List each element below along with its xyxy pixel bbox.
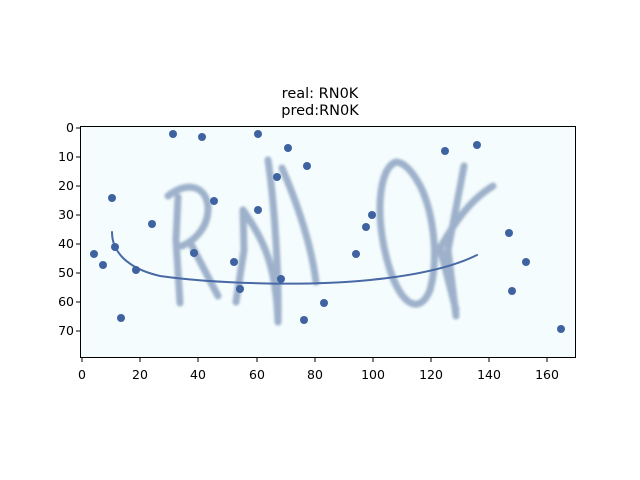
noise-dot	[508, 287, 516, 295]
noise-dot	[303, 162, 311, 170]
x-tick-label: 160	[535, 367, 559, 382]
x-tick-label: 60	[249, 367, 265, 382]
noise-dot	[148, 220, 156, 228]
x-tick-label: 140	[477, 367, 501, 382]
x-ticks	[81, 358, 548, 362]
noise-dot	[522, 258, 530, 266]
noise-dot	[132, 266, 140, 274]
y-tick-label: 50	[58, 265, 74, 280]
noise-dot	[320, 299, 328, 307]
noise-dot	[284, 144, 292, 152]
noise-dot	[169, 130, 177, 138]
noise-dot	[557, 325, 565, 333]
noise-dot	[108, 194, 116, 202]
y-tick-label: 10	[58, 149, 74, 164]
glyph-k-lower	[436, 244, 460, 314]
y-tick-label: 60	[58, 294, 74, 309]
noise-dot	[362, 223, 370, 231]
noise-dot	[368, 211, 376, 219]
noise-dot	[190, 249, 198, 257]
noise-dot	[198, 133, 206, 141]
noise-dot	[277, 275, 285, 283]
glyph-k-upper	[436, 182, 497, 252]
x-tick-label: 20	[132, 367, 148, 382]
noise-dot	[99, 261, 107, 269]
glyph-zero	[376, 158, 438, 308]
noise-dot	[236, 285, 244, 293]
noise-dot	[300, 316, 308, 324]
captcha-glyphs	[164, 156, 497, 326]
noise-dot	[505, 229, 513, 237]
axes-frame	[80, 126, 576, 358]
noise-dot	[273, 173, 281, 181]
title-real: real: RN0K	[281, 86, 359, 102]
y-tick-label: 0	[66, 120, 74, 135]
noise-dot	[254, 130, 262, 138]
y-tick-label: 30	[58, 207, 74, 222]
glyph-n-tail	[278, 164, 320, 286]
noise-dot	[210, 197, 218, 205]
captcha-image	[80, 126, 576, 358]
glyph-n-right	[264, 156, 282, 326]
noise-dot	[111, 243, 119, 251]
x-tick-label: 40	[190, 367, 206, 382]
title-pred: pred:RN0K	[281, 103, 359, 119]
y-tick-label: 70	[58, 323, 74, 338]
glyph-n-left	[232, 206, 248, 306]
noise-dot	[230, 258, 238, 266]
noise-dot	[473, 141, 481, 149]
x-tick-label: 0	[78, 367, 86, 382]
x-tick-label: 120	[419, 367, 443, 382]
glyph-r-bowl	[164, 183, 212, 250]
captcha-curve	[111, 231, 478, 285]
noise-dot	[90, 250, 98, 258]
noise-dot	[254, 206, 262, 214]
x-tick-label: 100	[361, 367, 385, 382]
noise-dot	[352, 250, 360, 258]
noise-dot	[117, 314, 125, 322]
glyph-r-stem	[172, 193, 184, 307]
noise-dot	[441, 147, 449, 155]
noise-dots	[90, 130, 565, 333]
y-tick-label: 20	[58, 178, 74, 193]
y-ticks	[76, 127, 80, 332]
y-tick-label: 40	[58, 236, 74, 251]
x-tick-label: 80	[307, 367, 323, 382]
